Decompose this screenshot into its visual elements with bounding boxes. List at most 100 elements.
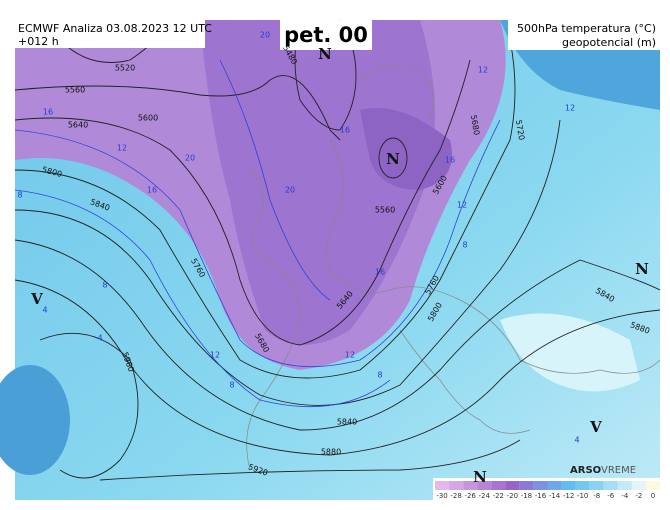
legend-cell <box>435 481 450 490</box>
temperature-label: 4 <box>574 436 579 445</box>
coastline <box>246 169 301 471</box>
coastlines <box>246 66 661 471</box>
legend-tick-label: -8 <box>593 492 600 500</box>
legend-tick-label: -14 <box>549 492 561 500</box>
map-title: ECMWF Analiza 03.08.2023 12 UTC <box>18 22 212 35</box>
geopotential-label: 5840 <box>337 418 357 427</box>
legend-cell <box>491 481 506 490</box>
cold-core <box>200 20 435 345</box>
legend-tick-label: -18 <box>521 492 532 500</box>
temperature-label: 16 <box>340 126 350 135</box>
isotherm <box>219 59 331 301</box>
geopotential-label: 5680 <box>469 114 481 136</box>
temperature-label: 12 <box>210 351 220 360</box>
temperature-label: 16 <box>445 156 455 165</box>
legend-cell <box>519 481 534 490</box>
contour <box>14 239 661 431</box>
brand-name: ARSO <box>570 465 601 476</box>
legend-tick-label: -10 <box>577 492 588 500</box>
legend-cell <box>589 481 604 490</box>
coastline <box>326 139 661 374</box>
temperature-label: 4 <box>97 334 102 343</box>
legend-cell <box>603 481 618 490</box>
legend-cell <box>533 481 548 490</box>
temperature-label: 4 <box>42 306 47 315</box>
isotherm <box>14 189 391 408</box>
temperature-label: 20 <box>185 154 195 163</box>
pressure-center: V <box>589 418 602 436</box>
temperature-label: 8 <box>102 281 107 290</box>
day-box <box>280 20 372 50</box>
legend-cell <box>463 481 478 490</box>
coastline <box>399 329 531 434</box>
legend-tick-label: -2 <box>635 492 642 500</box>
pressure-center: N <box>386 150 400 168</box>
temperature-label: 12 <box>457 201 467 210</box>
legend-tick-label: -24 <box>479 492 491 500</box>
legend-cell <box>617 481 632 490</box>
temperature-label: 20 <box>285 186 295 195</box>
legend-tick-label: -12 <box>563 492 574 500</box>
lead-time: +012 h <box>18 35 59 48</box>
pressure-center: V <box>30 290 43 308</box>
temperature-label: 8 <box>462 241 467 250</box>
legend-tick-label: -6 <box>607 492 615 500</box>
legend-cell <box>505 481 520 490</box>
temperature-label: 8 <box>229 381 234 390</box>
field-box <box>508 20 660 50</box>
contour <box>14 119 561 406</box>
geopotential-label: 5560 <box>375 206 395 215</box>
legend-tick-label: -20 <box>507 492 518 500</box>
contour <box>14 279 661 456</box>
legend-tick-label: -16 <box>535 492 547 500</box>
temperature-label: 12 <box>478 66 488 75</box>
temperature-label: 12 <box>565 104 575 113</box>
legend-tick-label: -26 <box>464 492 476 500</box>
brand-product: VREME <box>601 465 636 476</box>
temperature-label: 16 <box>43 108 53 117</box>
temperature-label: 16 <box>147 186 157 195</box>
legend-cell <box>477 481 492 490</box>
geopotential-label: 5560 <box>65 86 85 95</box>
legend-cell <box>575 481 590 490</box>
geopotential-contours <box>14 19 661 481</box>
legend-cell <box>547 481 562 490</box>
geopotential-label: 5720 <box>514 119 526 141</box>
legend-tick-label: -30 <box>436 492 447 500</box>
temperature-label: 8 <box>17 191 22 200</box>
contour <box>39 332 139 479</box>
temperature-isotherms <box>14 59 501 408</box>
contour <box>14 39 516 379</box>
isotherm <box>14 119 501 368</box>
legend-tick-label: -22 <box>493 492 504 500</box>
temperature-label: 12 <box>117 144 127 153</box>
warm-region <box>500 313 640 392</box>
legend-tick-label: -4 <box>621 492 629 500</box>
color-legend: -30 -28 -26 -24 -22 -20 -18 -16 -14 -12 -10 -8 -6 -4-… <box>433 478 662 502</box>
pressure-center: N <box>635 260 649 278</box>
temperature-label: 16 <box>375 268 385 277</box>
temperature-label: 20 <box>260 31 270 40</box>
contour <box>14 75 341 141</box>
contour <box>99 439 521 481</box>
contour <box>378 137 408 179</box>
pressure-center: N <box>318 45 332 63</box>
legend-cell <box>561 481 576 490</box>
legend-cell <box>631 481 646 490</box>
legend-tick-label: 0 <box>651 492 655 500</box>
contour <box>14 59 471 346</box>
geopotential-label: 5880 <box>321 448 341 457</box>
geopotential-label: 5520 <box>115 64 135 73</box>
legend-cell <box>645 481 660 490</box>
geopotential-label: 5640 <box>68 121 88 130</box>
pressure-center: N <box>473 468 487 486</box>
cool-region <box>0 365 70 475</box>
geopotential-label: 5600 <box>138 114 158 123</box>
coastline <box>359 66 434 121</box>
temperature-label: 8 <box>377 371 382 380</box>
legend-cell <box>449 481 464 490</box>
legend-tick-label: -28 <box>450 492 461 500</box>
field-name: geopotencial (m) <box>562 36 656 49</box>
temperature-label: 12 <box>345 351 355 360</box>
